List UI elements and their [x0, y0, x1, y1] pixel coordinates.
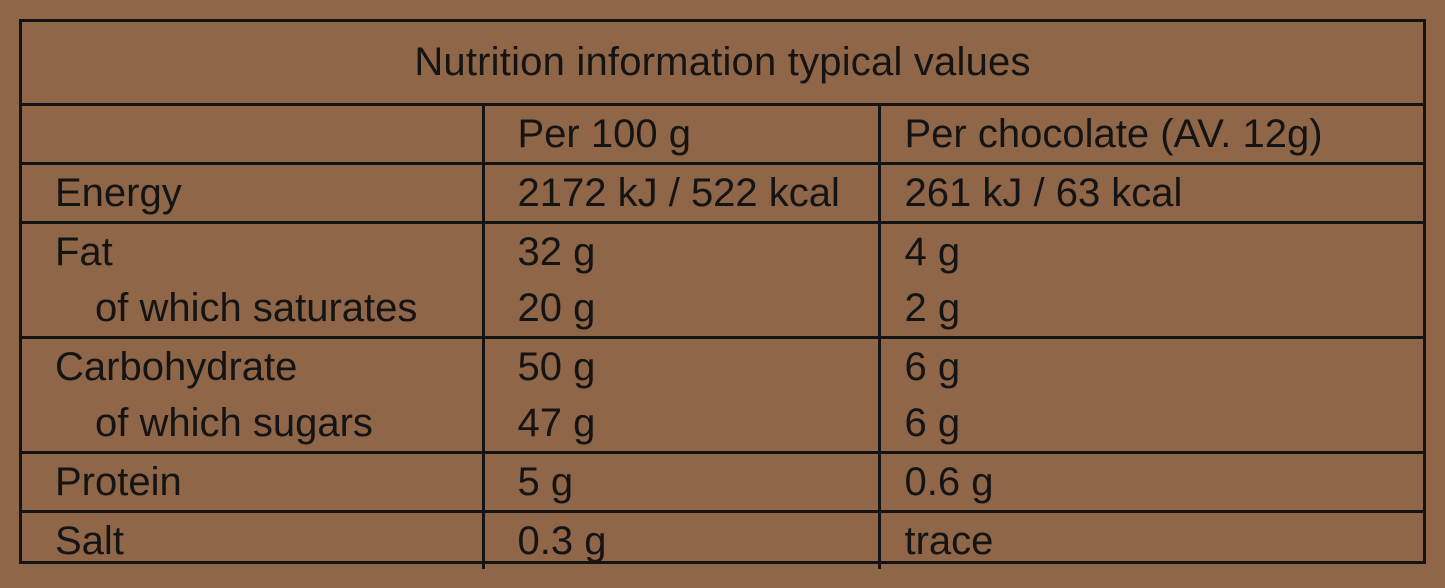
nutrition-label: Nutrition information typical values Per…: [19, 19, 1426, 569]
value-per-100g: 5 g: [481, 451, 881, 513]
value-per-100g: 32 g: [517, 230, 596, 274]
sub-nutrient-name: of which saturates: [95, 286, 418, 330]
nutrient-name-cell: Fat of which saturates: [22, 221, 485, 339]
sub-value-per-100g: 47 g: [517, 401, 596, 445]
value-per-chocolate: trace: [877, 510, 1423, 569]
nutrient-name: Carbohydrate: [55, 345, 298, 389]
nutrient-name: Protein: [22, 451, 485, 513]
nutrient-name: Energy: [22, 162, 485, 224]
value-per-chocolate: 261 kJ / 63 kcal: [877, 162, 1423, 224]
value-per-100g-cell: 32 g 20 g: [481, 221, 881, 339]
sub-value-per-chocolate: 2 g: [904, 286, 961, 330]
table-header-row: Per 100 g Per chocolate (AV. 12g): [22, 106, 1423, 165]
value-per-chocolate-cell: 4 g 2 g: [877, 221, 1423, 339]
nutrient-name: Fat: [55, 230, 113, 274]
nutrient-name: Salt: [22, 510, 485, 569]
nutrition-title: Nutrition information typical values: [22, 22, 1423, 106]
header-per-chocolate: Per chocolate (AV. 12g): [877, 106, 1423, 165]
value-per-chocolate: 4 g: [904, 230, 961, 274]
value-per-100g: 50 g: [517, 345, 596, 389]
table-row-fat: Fat of which saturates 32 g 20 g 4 g 2 g: [22, 221, 1423, 339]
nutrition-table: Per 100 g Per chocolate (AV. 12g) Energy…: [22, 106, 1423, 569]
header-nutrient-cell: [22, 106, 485, 165]
sub-value-per-100g: 20 g: [517, 286, 596, 330]
table-row-salt: Salt 0.3 g trace: [22, 510, 1423, 569]
value-per-100g-cell: 50 g 47 g: [481, 336, 881, 454]
sub-value-per-chocolate: 6 g: [904, 401, 961, 445]
value-per-100g: 0.3 g: [481, 510, 881, 569]
table-row-protein: Protein 5 g 0.6 g: [22, 451, 1423, 513]
nutrient-name-cell: Carbohydrate of which sugars: [22, 336, 485, 454]
value-per-chocolate: 0.6 g: [877, 451, 1423, 513]
value-per-100g: 2172 kJ / 522 kcal: [481, 162, 881, 224]
table-row-energy: Energy 2172 kJ / 522 kcal 261 kJ / 63 kc…: [22, 162, 1423, 224]
table-row-carbohydrate: Carbohydrate of which sugars 50 g 47 g 6…: [22, 336, 1423, 454]
value-per-chocolate: 6 g: [904, 345, 961, 389]
header-per-100g: Per 100 g: [481, 106, 881, 165]
sub-nutrient-name: of which sugars: [95, 401, 373, 445]
value-per-chocolate-cell: 6 g 6 g: [877, 336, 1423, 454]
